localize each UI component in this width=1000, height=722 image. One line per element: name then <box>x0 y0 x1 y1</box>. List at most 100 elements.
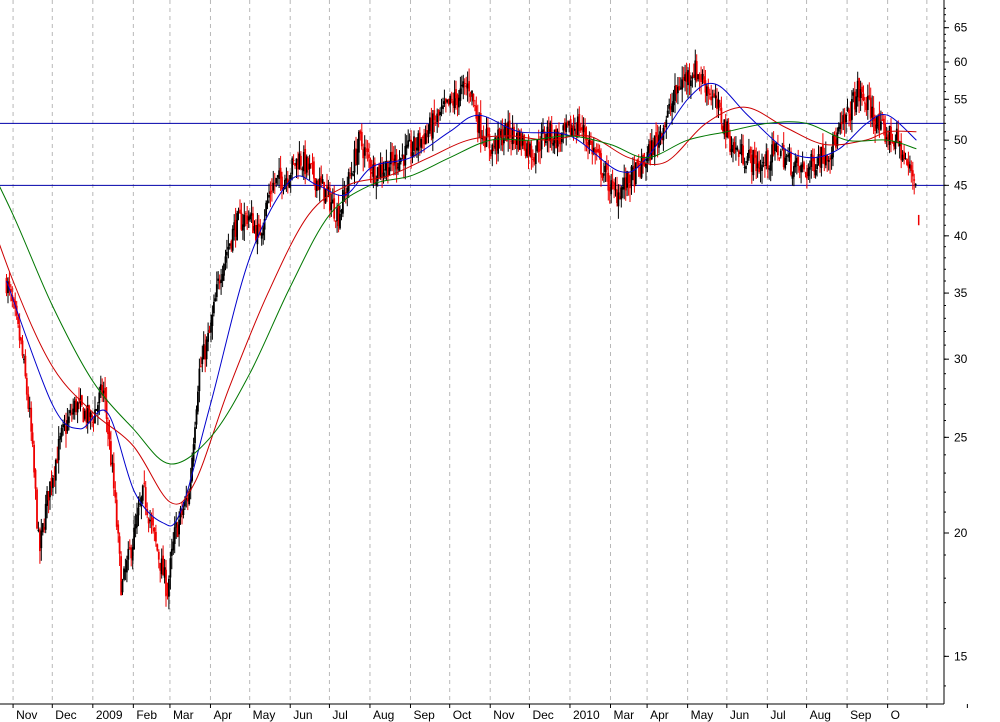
candle-body <box>230 241 233 249</box>
candle-body <box>324 188 327 204</box>
candle-body <box>23 358 25 360</box>
candle-body <box>716 98 718 109</box>
candle-body <box>388 167 391 176</box>
candle-body <box>742 145 744 165</box>
candle-body <box>613 182 615 190</box>
candle-body <box>56 458 59 463</box>
y-tick-label: 35 <box>954 286 968 300</box>
candle-body <box>107 422 109 434</box>
candle-body <box>276 175 279 178</box>
candle-body <box>176 524 179 537</box>
candle-body <box>300 155 302 166</box>
candle-body <box>703 76 705 84</box>
candle-body <box>321 179 324 184</box>
candle-body <box>604 165 607 172</box>
candle-body <box>745 166 747 169</box>
candle-body <box>34 469 37 489</box>
candle-body <box>233 222 236 231</box>
candle-body <box>327 187 330 189</box>
candle-body <box>489 149 492 157</box>
candle-body <box>165 569 167 597</box>
candle-body <box>413 136 415 151</box>
candle-body <box>749 149 752 154</box>
candle-body <box>500 130 502 138</box>
candle-body <box>765 151 768 166</box>
candle-body <box>315 180 318 191</box>
candle-body <box>305 156 308 173</box>
candle-body <box>579 127 582 131</box>
candle-body <box>485 128 488 147</box>
candle-body <box>610 180 613 195</box>
candle-body <box>800 164 802 173</box>
candle-body <box>385 161 388 171</box>
candle-body <box>595 149 598 153</box>
candle-body <box>381 162 383 175</box>
candle-body <box>260 233 263 239</box>
candle-body <box>497 129 499 154</box>
candle-body <box>893 141 895 147</box>
y-tick-label: 15 <box>954 649 968 663</box>
candle-body <box>43 526 46 530</box>
candle-body <box>629 184 631 189</box>
candle-body <box>24 355 27 377</box>
candle-body <box>271 190 273 192</box>
candle-body <box>37 530 40 531</box>
candle-body <box>166 593 169 595</box>
candle-body <box>669 106 672 110</box>
candle-body <box>198 368 201 392</box>
candle-body <box>342 189 344 214</box>
x-tick-label: Aug <box>810 708 831 722</box>
candle-body <box>491 144 494 154</box>
candle-body <box>910 165 913 172</box>
candle-body <box>488 133 491 149</box>
candle-body <box>682 77 685 81</box>
candle-body <box>904 158 907 160</box>
candle-body <box>624 177 627 191</box>
candle-body <box>795 158 798 163</box>
candle-body <box>708 93 711 95</box>
axes <box>0 0 945 705</box>
candle-body <box>865 103 868 111</box>
candle-body <box>201 357 204 365</box>
moving-average-line-3 <box>0 121 917 465</box>
candle-body <box>207 333 209 342</box>
candle-body <box>405 144 408 149</box>
candle-body <box>334 220 337 222</box>
candle-body <box>31 432 34 444</box>
candle-body <box>41 523 44 533</box>
candle-body <box>337 205 340 227</box>
candle-body <box>147 518 150 524</box>
candle-body <box>619 196 621 200</box>
candle-body <box>523 135 526 150</box>
candle-body <box>516 133 518 145</box>
candle-body <box>402 155 405 166</box>
candle-body <box>243 214 246 227</box>
candle-body <box>127 548 130 560</box>
candle-body <box>890 126 892 141</box>
candle-body <box>155 531 157 542</box>
candle-body <box>111 462 114 464</box>
candle-body <box>101 385 104 396</box>
candle-body <box>503 138 505 144</box>
candle-body <box>379 164 382 178</box>
candle-body <box>504 123 507 136</box>
candle-body <box>373 162 376 183</box>
candle-body <box>574 128 576 131</box>
candle-body <box>590 141 592 143</box>
candle-body <box>495 139 498 151</box>
candle-body <box>7 281 9 293</box>
candle-body <box>678 85 681 91</box>
candle-body <box>837 126 840 132</box>
candle-body <box>476 115 479 133</box>
candle-body <box>54 460 57 481</box>
candle-body <box>807 167 810 177</box>
candle-body <box>674 85 676 101</box>
candle-body <box>333 198 336 219</box>
candle-body <box>347 172 350 192</box>
candle-body <box>141 485 144 501</box>
candle-body <box>621 186 624 190</box>
candle-body <box>358 131 360 153</box>
candle-body <box>758 161 760 172</box>
candle-body <box>833 135 836 142</box>
candle-body <box>881 119 884 121</box>
